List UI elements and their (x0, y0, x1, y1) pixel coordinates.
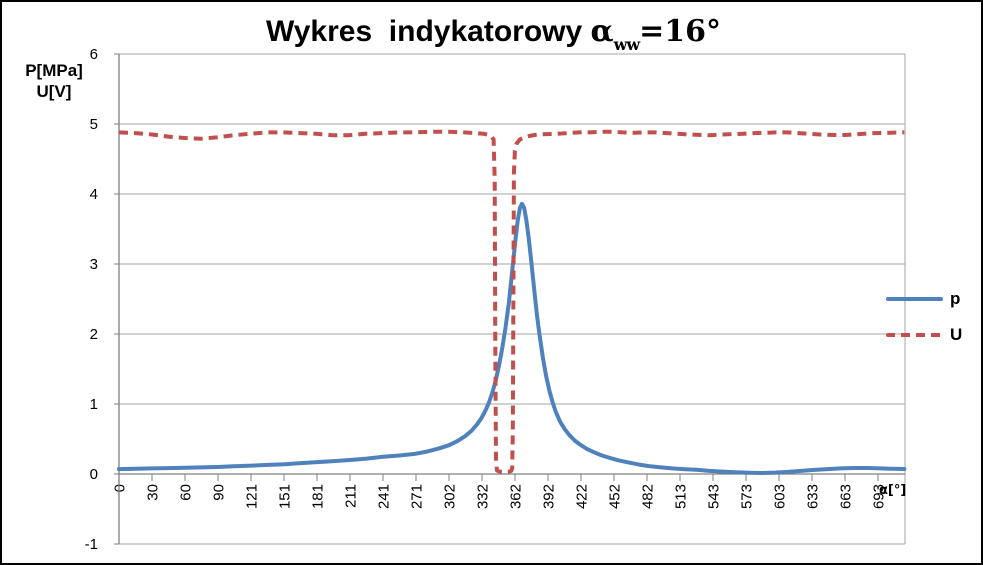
x-tick-label: 422 (574, 484, 591, 509)
x-tick-label: 302 (442, 484, 459, 509)
x-tick-label: 633 (805, 484, 822, 509)
x-tick-label: 60 (178, 484, 195, 501)
y-tick-label: 4 (90, 186, 98, 203)
x-tick-label: 362 (508, 484, 525, 509)
x-tick-label: 151 (277, 484, 294, 509)
y-axis-title-voltage: U[V] (36, 82, 72, 101)
x-tick-label: 211 (343, 484, 360, 508)
x-tick-label: 543 (706, 484, 723, 509)
legend-line-u (886, 333, 943, 337)
y-tick-label: 2 (90, 326, 98, 343)
x-tick-label: 452 (607, 484, 624, 509)
x-axis-title: α[°] (879, 483, 907, 498)
x-tick-label: 392 (541, 484, 558, 509)
x-tick-label: 0 (112, 484, 129, 492)
chart-title-alpha-symbol: α (590, 14, 614, 49)
x-tick-label: 271 (409, 484, 426, 509)
y-tick-label: 5 (90, 116, 98, 133)
x-tick-label: 513 (673, 484, 690, 509)
chart-title-text: Wykres indykatorowy (265, 15, 591, 48)
legend-label-p: p (950, 289, 961, 308)
x-tick-label: 603 (772, 484, 789, 509)
x-tick-label: 90 (211, 484, 228, 501)
series-line-p (117, 201, 907, 475)
chart-title-value: =16° (639, 14, 722, 49)
x-tick-label: 663 (838, 484, 855, 509)
legend-label-u: U (950, 325, 963, 344)
x-tick-label: 30 (145, 484, 162, 501)
x-tick-label: 181 (310, 484, 327, 509)
legend-item-u: U (886, 326, 962, 344)
x-tick-label: 332 (475, 484, 492, 509)
chart-title-subscript: ww (613, 35, 641, 54)
x-tick-label: 241 (376, 484, 393, 509)
y-tick-label: 1 (90, 396, 98, 413)
y-tick-label: 6 (90, 46, 98, 63)
y-tick-label: 3 (90, 256, 98, 273)
x-tick-label: 482 (640, 484, 657, 509)
legend: p U (886, 290, 962, 362)
legend-item-p: p (886, 290, 962, 308)
legend-line-p (886, 297, 943, 301)
y-tick-label: -1 (85, 536, 98, 553)
x-tick-label: 121 (244, 484, 261, 509)
x-tick-label: 693 (871, 484, 888, 509)
chart-title: Wykres indykatorowy αww=16° (2, 14, 981, 54)
y-axis-title: P[MPa] U[V] (6, 60, 102, 102)
series-line-U (118, 129, 905, 474)
x-tick-label: 573 (739, 484, 756, 509)
y-tick-label: 0 (90, 466, 98, 483)
y-axis-title-pressure: P[MPa] (25, 61, 83, 80)
